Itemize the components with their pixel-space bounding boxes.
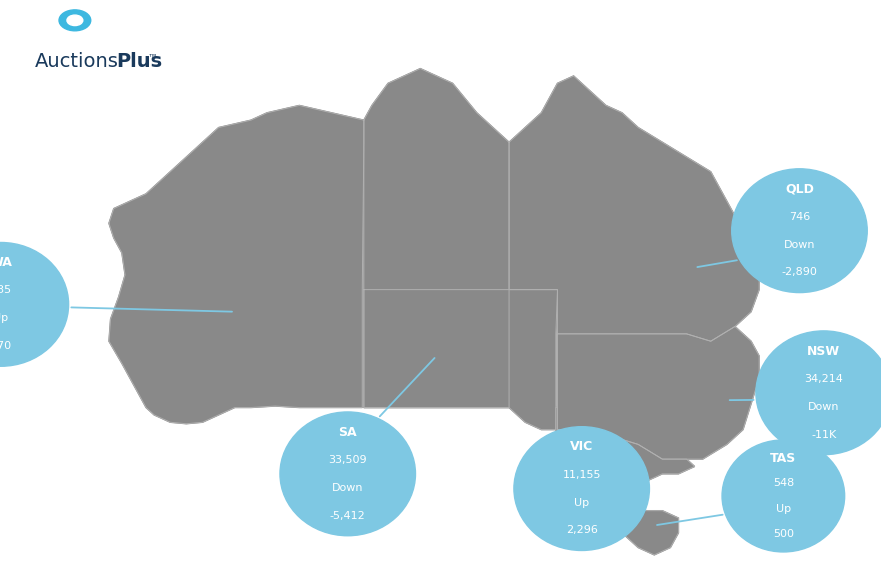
Text: 746: 746 bbox=[788, 211, 811, 222]
Text: SA: SA bbox=[338, 425, 357, 439]
Text: 11,155: 11,155 bbox=[562, 469, 601, 480]
Text: Up: Up bbox=[574, 497, 589, 508]
Text: ™: ™ bbox=[147, 52, 157, 62]
Text: WA: WA bbox=[0, 256, 12, 269]
Polygon shape bbox=[364, 290, 558, 429]
Circle shape bbox=[59, 10, 91, 31]
Text: Down: Down bbox=[808, 401, 840, 412]
Text: Up: Up bbox=[0, 313, 9, 323]
Ellipse shape bbox=[732, 169, 867, 293]
Text: Plus: Plus bbox=[116, 52, 162, 71]
Polygon shape bbox=[614, 503, 678, 555]
Text: 34,214: 34,214 bbox=[804, 374, 843, 384]
Text: 370: 370 bbox=[0, 341, 11, 351]
Text: TAS: TAS bbox=[770, 451, 796, 465]
Text: -2,890: -2,890 bbox=[781, 267, 818, 278]
Text: 548: 548 bbox=[773, 478, 794, 489]
Text: -5,412: -5,412 bbox=[329, 511, 366, 521]
Text: Down: Down bbox=[784, 239, 815, 250]
Text: 500: 500 bbox=[773, 529, 794, 539]
Text: VIC: VIC bbox=[570, 440, 593, 453]
Text: -11K: -11K bbox=[811, 429, 836, 440]
Ellipse shape bbox=[722, 440, 845, 552]
Text: 935: 935 bbox=[0, 285, 11, 296]
Ellipse shape bbox=[280, 412, 416, 536]
Ellipse shape bbox=[514, 426, 649, 550]
Text: Auctions: Auctions bbox=[35, 52, 119, 71]
Text: QLD: QLD bbox=[785, 182, 814, 195]
Polygon shape bbox=[109, 105, 364, 424]
Ellipse shape bbox=[0, 242, 69, 366]
Ellipse shape bbox=[756, 331, 881, 455]
Text: 2,296: 2,296 bbox=[566, 525, 597, 535]
Polygon shape bbox=[558, 327, 759, 459]
Text: Up: Up bbox=[776, 504, 791, 514]
Polygon shape bbox=[509, 76, 759, 341]
Text: Down: Down bbox=[332, 483, 364, 493]
Text: 33,509: 33,509 bbox=[329, 455, 367, 465]
Polygon shape bbox=[556, 407, 694, 481]
Circle shape bbox=[67, 15, 83, 26]
Polygon shape bbox=[364, 69, 509, 407]
Text: NSW: NSW bbox=[807, 345, 840, 357]
